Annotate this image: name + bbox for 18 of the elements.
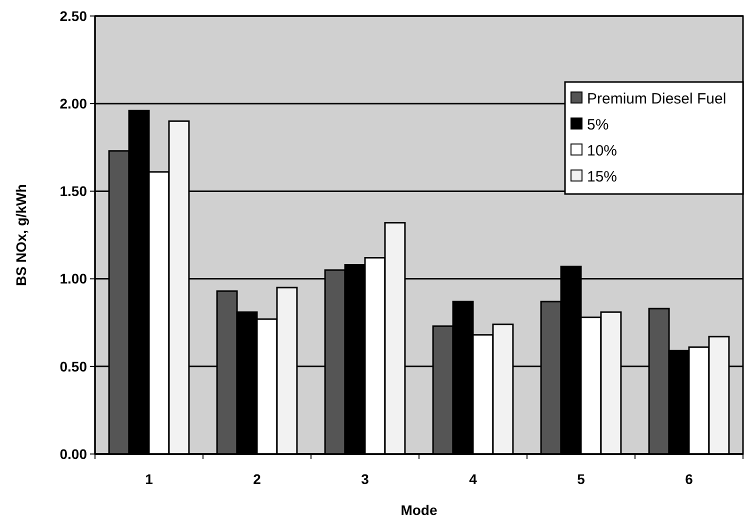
legend-label: 10% <box>587 142 618 160</box>
y-tick-label: 0.00 <box>60 446 88 462</box>
y-axis-title: BS NOx, g/kWh <box>13 184 29 286</box>
legend-label: 15% <box>587 168 618 186</box>
legend-label: 5% <box>587 116 609 134</box>
x-tick-label: 4 <box>469 471 478 487</box>
y-tick-label: 1.00 <box>60 270 88 287</box>
y-tick-label: 1.50 <box>60 183 88 200</box>
y-tick-label: 2.00 <box>60 96 88 112</box>
x-tick-label: 6 <box>685 471 694 487</box>
x-tick-label: 3 <box>361 471 370 487</box>
y-tick-label: 0.50 <box>60 358 88 374</box>
x-axis-title: Mode <box>400 502 438 518</box>
x-tick-label: 1 <box>145 471 154 487</box>
x-tick-label: 2 <box>253 471 262 487</box>
legend-label: Premium Diesel Fuel <box>587 90 726 108</box>
y-tick-label: 2.50 <box>60 8 88 24</box>
x-tick-label: 5 <box>577 471 586 487</box>
